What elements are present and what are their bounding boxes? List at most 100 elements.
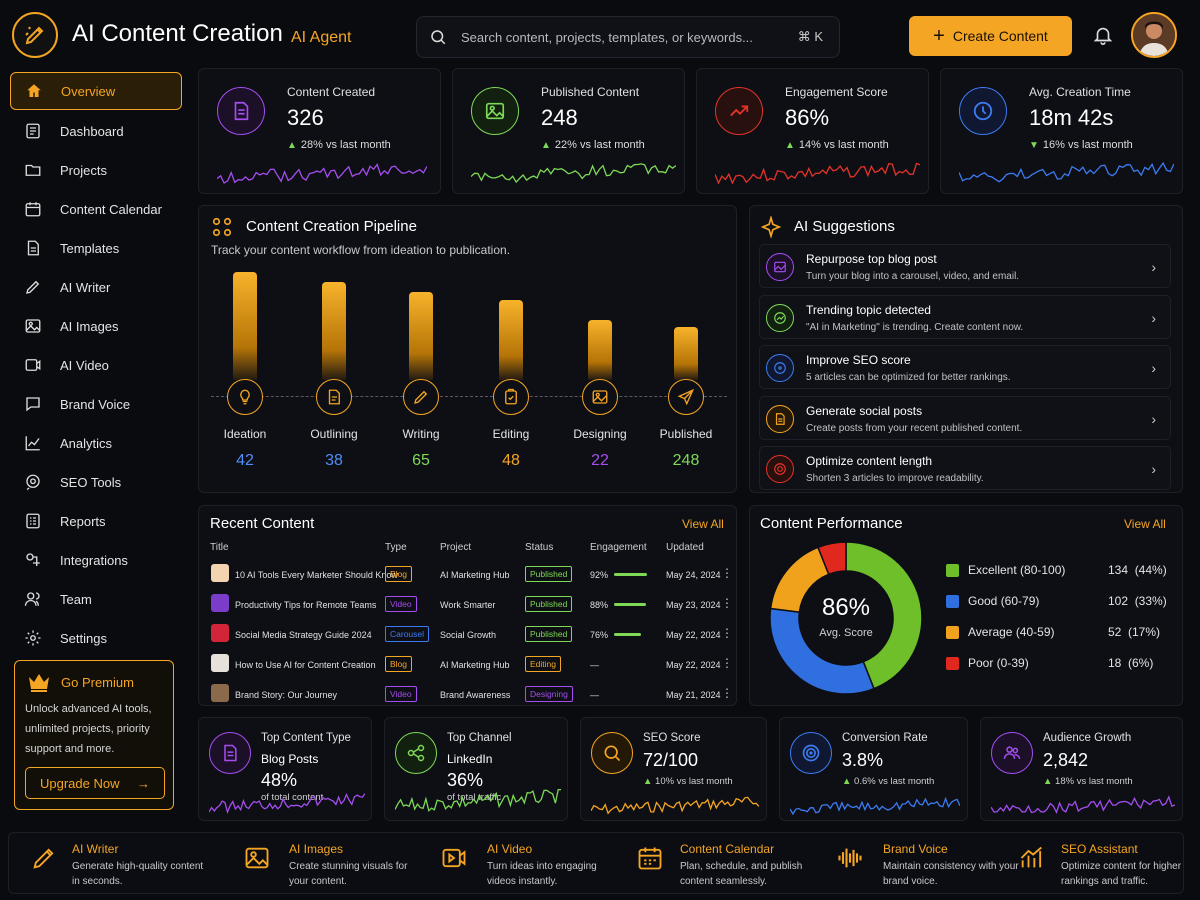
- sidebar-item-projects[interactable]: Projects: [10, 151, 182, 189]
- feature-title: AI Images: [289, 842, 344, 856]
- sidebar-item-dashboard[interactable]: Dashboard: [10, 112, 182, 150]
- sparkline: [959, 161, 1174, 183]
- view-all-link[interactable]: View All: [682, 517, 724, 531]
- sparkline: [471, 163, 676, 184]
- sidebar-item-integrations[interactable]: Integrations: [10, 541, 182, 579]
- more-menu-icon[interactable]: ⋮: [721, 656, 733, 670]
- create-content-button[interactable]: + Create Content: [909, 16, 1072, 56]
- col-project: Project: [440, 542, 472, 553]
- sidebar-item-seo-tools[interactable]: SEO Tools: [10, 463, 182, 501]
- sidebar-item-templates[interactable]: Templates: [10, 229, 182, 267]
- sidebar-item-reports[interactable]: Reports: [10, 502, 182, 540]
- stat-card-avg-creation-time[interactable]: Avg. Creation Time 18m 42s ▼ 16% vs last …: [940, 68, 1183, 194]
- sidebar-item-label: AI Writer: [60, 279, 111, 295]
- suggestion-length[interactable]: Optimize content length Shorten 3 articl…: [759, 446, 1171, 490]
- content-thumbnail: [211, 654, 229, 672]
- stat-seo-score[interactable]: SEO Score 72/100 ▲ 10% vs last month: [580, 717, 767, 821]
- table-row[interactable]: 10 AI Tools Every Marketer Should Know Bl…: [209, 560, 733, 590]
- more-menu-icon[interactable]: ⋮: [721, 596, 733, 610]
- status-badge: Published: [525, 566, 573, 582]
- stage-icon[interactable]: [668, 379, 704, 415]
- arrow-down-icon: ▼: [1029, 140, 1039, 151]
- more-menu-icon[interactable]: ⋮: [721, 686, 733, 700]
- chart-image-icon: [766, 253, 794, 281]
- more-menu-icon[interactable]: ⋮: [721, 626, 733, 640]
- avatar[interactable]: [1131, 12, 1177, 58]
- sidebar-item-analytics[interactable]: Analytics: [10, 424, 182, 462]
- sidebar-item-content-calendar[interactable]: Content Calendar: [10, 190, 182, 228]
- pipeline-bar: [588, 320, 612, 380]
- stat-card-published-content[interactable]: Published Content 248 ▲ 22% vs last month: [452, 68, 685, 194]
- table-row[interactable]: How to Use AI for Content Creation Blog AI…: [209, 650, 733, 680]
- table-row[interactable]: Social Media Strategy Guide 2024 Carousel…: [209, 620, 733, 650]
- cell-title: Social Media Strategy Guide 2024: [235, 630, 372, 640]
- sidebar-item-team[interactable]: Team: [10, 580, 182, 618]
- stage-label: Outlining: [310, 427, 358, 441]
- cell-title: 10 AI Tools Every Marketer Should Know: [235, 570, 398, 580]
- stage-icon[interactable]: [493, 379, 529, 415]
- status-badge: Published: [525, 596, 573, 612]
- stage-icon[interactable]: [316, 379, 352, 415]
- sidebar-item-ai-writer[interactable]: AI Writer: [10, 268, 182, 306]
- suggestion-trending[interactable]: Trending topic detected "AI in Marketing…: [759, 295, 1171, 339]
- bell-icon[interactable]: [1092, 24, 1114, 46]
- col-title: Title: [210, 542, 229, 553]
- stat-label: Audience Growth: [1043, 732, 1132, 744]
- stat-change: ▲ 28% vs last month: [287, 139, 391, 151]
- legend-item: Excellent (80-100) 134 (44%): [946, 560, 1167, 580]
- content-thumbnail: [211, 684, 229, 702]
- stage-icon[interactable]: [582, 379, 618, 415]
- target-icon: [790, 732, 832, 774]
- workflow-icon: [211, 216, 233, 238]
- legend-value: 18 (6%): [1108, 656, 1154, 670]
- stat-top-content-type[interactable]: Top Content Type Blog Posts 48% of total…: [198, 717, 372, 821]
- premium-title: Go Premium: [61, 675, 134, 690]
- pipeline-card: Content Creation Pipeline Track your con…: [198, 205, 737, 493]
- stat-card-content-created[interactable]: Content Created 326 ▲ 28% vs last month: [198, 68, 441, 194]
- sidebar-item-settings[interactable]: Settings: [10, 619, 182, 657]
- stage-icon[interactable]: [403, 379, 439, 415]
- sidebar-item-label: Projects: [60, 162, 107, 178]
- col-engagement: Engagement: [590, 542, 647, 553]
- cell-updated: May 21, 2024: [666, 690, 721, 700]
- table-row[interactable]: Productivity Tips for Remote Teams Video W…: [209, 590, 733, 620]
- stage-label: Writing: [402, 427, 440, 441]
- stat-audience-growth[interactable]: Audience Growth 2,842 ▲ 18% vs last mont…: [980, 717, 1183, 821]
- stat-note: of total traffic: [447, 792, 502, 803]
- more-menu-icon[interactable]: ⋮: [721, 566, 733, 580]
- suggestion-repurpose[interactable]: Repurpose top blog post Turn your blog i…: [759, 244, 1171, 288]
- sidebar-item-brand-voice[interactable]: Brand Voice: [10, 385, 182, 423]
- stat-top-channel[interactable]: Top Channel LinkedIn 36% of total traffi…: [384, 717, 568, 821]
- sparkline: [715, 162, 920, 185]
- image-icon: [243, 844, 271, 872]
- legend-label: Average (40-59): [968, 625, 1055, 639]
- change-value: 10%: [655, 776, 675, 787]
- view-all-link[interactable]: View All: [1124, 517, 1166, 531]
- suggestion-seo[interactable]: Improve SEO score 5 articles can be opti…: [759, 345, 1171, 389]
- logo[interactable]: [12, 12, 58, 58]
- type-badge: Blog: [385, 656, 413, 672]
- table-row[interactable]: Brand Story: Our Journey Video Brand Aware…: [209, 680, 733, 710]
- stage-label: Ideation: [223, 427, 267, 441]
- stat-label: Engagement Score: [785, 85, 888, 99]
- search-input[interactable]: [461, 29, 791, 45]
- sidebar-item-label: Overview: [61, 83, 116, 99]
- legend-swatch: [946, 657, 959, 670]
- stat-card-engagement-score[interactable]: Engagement Score 86% ▲ 14% vs last month: [696, 68, 929, 194]
- sidebar-item-overview[interactable]: Overview: [10, 72, 182, 110]
- cell-title: Brand Story: Our Journey: [235, 690, 338, 700]
- stat-conversion-rate[interactable]: Conversion Rate 3.8% ▲ 0.6% vs last mont…: [779, 717, 968, 821]
- donut-center-value: 86%: [821, 594, 871, 621]
- search-bar[interactable]: ⌘ K: [416, 16, 840, 58]
- reports-icon: [22, 512, 44, 530]
- sidebar-item-ai-images[interactable]: AI Images: [10, 307, 182, 345]
- type-badge: Video: [385, 686, 417, 702]
- sidebar-item-ai-video[interactable]: AI Video: [10, 346, 182, 384]
- stat-label: SEO Score: [643, 732, 701, 744]
- sidebar-item-label: AI Images: [60, 318, 119, 334]
- video-icon: [22, 356, 44, 374]
- stage-icon[interactable]: [227, 379, 263, 415]
- upgrade-button[interactable]: Upgrade Now →: [25, 767, 165, 799]
- suggestion-social[interactable]: Generate social posts Create posts from …: [759, 396, 1171, 440]
- pen-icon: [22, 278, 44, 296]
